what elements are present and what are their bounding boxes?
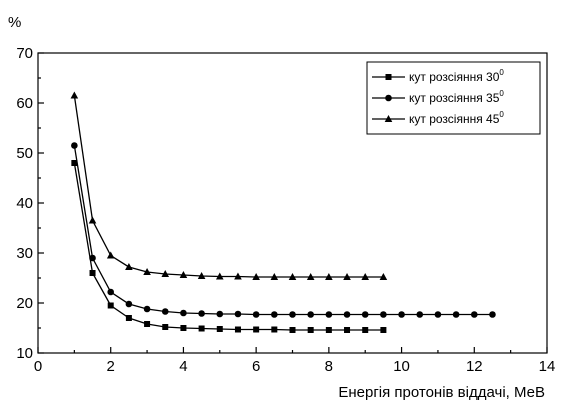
legend: кут розсіяння 300 кут розсіяння 350 кут ро…: [366, 61, 541, 135]
circle-marker: [252, 311, 260, 318]
legend-label: кут розсіяння 450: [409, 110, 504, 126]
square-marker: [253, 326, 260, 333]
x-tick-label: 8: [325, 358, 333, 375]
series-layer: [70, 91, 496, 333]
x-tick-label: 10: [393, 358, 410, 375]
circle-marker: [307, 311, 314, 318]
y-tick-label: 50: [16, 145, 33, 162]
series-line: [73, 162, 384, 331]
square-marker: [289, 327, 296, 333]
triangle-marker: [325, 273, 333, 280]
circle-marker: [452, 311, 460, 318]
square-marker: [107, 302, 114, 309]
square-marker: [325, 327, 332, 333]
square-marker: [198, 325, 205, 332]
circle-marker: [398, 311, 405, 318]
square-marker: [180, 325, 187, 331]
square-marker: [385, 74, 392, 80]
triangle-marker: [70, 91, 79, 99]
triangle-marker: [106, 251, 115, 259]
triangle-marker: [343, 273, 351, 280]
legend-label-superscript: 0: [499, 89, 504, 98]
triangle-marker: [288, 273, 297, 280]
circle-marker: [71, 142, 78, 149]
circle-marker: [143, 305, 151, 313]
square-marker: [162, 324, 169, 330]
y-tick-label: 10: [16, 345, 33, 362]
square-marker: [234, 326, 241, 333]
x-axis-label: Енергія протонів віддачі, МеВ: [338, 384, 545, 400]
x-tick-label: 14: [539, 358, 556, 375]
square-marker: [71, 160, 78, 166]
triangle-marker: [215, 272, 224, 280]
y-tick-label: 30: [16, 245, 33, 262]
series-line: [73, 145, 493, 316]
x-tick-label: 12: [466, 358, 483, 375]
circle-marker: [325, 311, 333, 318]
triangle-marker: [384, 115, 393, 122]
circle-marker: [234, 310, 242, 318]
circle-marker: [107, 288, 115, 296]
triangle-marker: [143, 268, 151, 275]
triangle-marker: [88, 216, 97, 224]
circle-marker: [289, 311, 296, 318]
circle-marker: [416, 311, 424, 318]
y-tick-label: 60: [16, 95, 33, 112]
triangle-marker: [306, 273, 315, 280]
y-tick-label: 40: [16, 195, 33, 212]
legend-label: кут розсіяння 350: [409, 89, 504, 105]
legend-item: кут розсіяння 300: [372, 68, 504, 84]
axes: 0 2 4 6 8 10 12 14 10 20 30 40 50 60 70: [16, 45, 555, 375]
circle-marker: [434, 311, 442, 318]
triangle-marker: [361, 273, 370, 280]
square-marker: [216, 326, 223, 332]
square-marker: [344, 327, 351, 333]
square-marker: [380, 327, 387, 333]
circle-marker: [470, 311, 478, 318]
series-circle: [71, 142, 496, 318]
triangle-marker: [252, 273, 260, 280]
x-tick-label: 6: [252, 358, 260, 375]
square-marker: [271, 326, 278, 333]
y-tick-label: 20: [16, 295, 33, 312]
legend-label-superscript: 0: [499, 68, 504, 77]
legend-label: кут розсіяння 300: [409, 68, 504, 84]
circle-marker: [125, 300, 133, 308]
triangle-marker: [197, 272, 206, 279]
square-marker: [144, 321, 151, 327]
circle-marker: [385, 94, 392, 102]
series-line: [73, 95, 384, 278]
circle-marker: [161, 308, 169, 315]
circle-marker: [271, 311, 278, 318]
series-square: [71, 160, 387, 333]
triangle-marker: [379, 273, 388, 280]
square-marker: [89, 270, 96, 276]
circle-marker: [180, 309, 187, 317]
legend-label-superscript: 0: [499, 110, 504, 119]
square-marker: [307, 327, 314, 333]
series-triangle: [70, 91, 388, 280]
square-marker: [362, 327, 369, 333]
y-axis-label: %: [8, 14, 21, 31]
triangle-marker: [179, 271, 188, 278]
circle-marker: [89, 254, 96, 262]
square-marker: [125, 315, 132, 321]
x-tick-label: 0: [34, 358, 42, 375]
x-tick-label: 2: [107, 358, 115, 375]
legend-item: кут розсіяння 350: [372, 89, 504, 105]
y-tick-label: 70: [16, 45, 33, 62]
triangle-marker: [125, 263, 133, 270]
x-tick-label: 4: [179, 358, 187, 375]
circle-marker: [380, 311, 387, 318]
triangle-marker: [234, 272, 242, 280]
circle-marker: [343, 311, 351, 318]
circle-marker: [489, 311, 496, 318]
circle-marker: [198, 310, 205, 317]
triangle-marker: [161, 270, 170, 277]
triangle-marker: [270, 273, 279, 280]
circle-marker: [361, 311, 369, 318]
legend-item: кут розсіяння 450: [372, 110, 504, 126]
circle-marker: [216, 310, 224, 318]
